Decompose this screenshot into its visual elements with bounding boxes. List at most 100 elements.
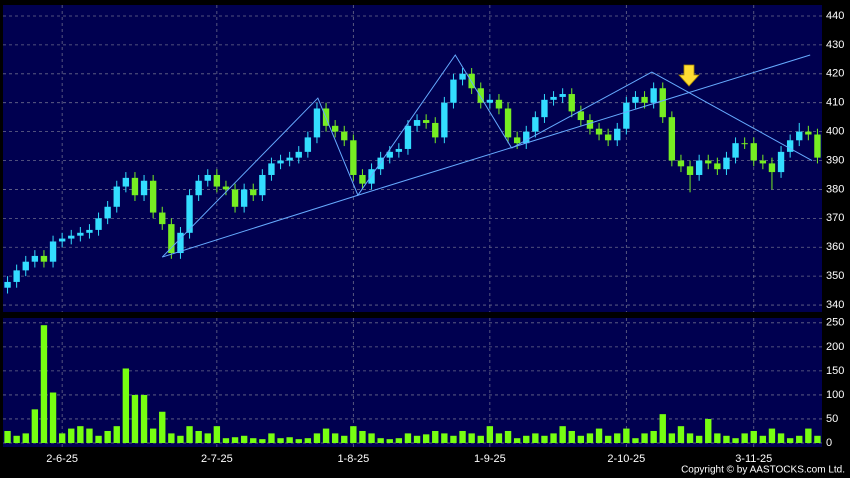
- arrow: [678, 64, 700, 87]
- volume-bar: [40, 325, 48, 443]
- volume-bar: [231, 437, 239, 443]
- candle-body: [331, 125, 339, 132]
- candle-body: [295, 151, 302, 158]
- volume-bar: [577, 435, 585, 443]
- candle-body: [550, 96, 557, 100]
- volume-bar: [58, 433, 66, 443]
- candle-body: [350, 140, 357, 175]
- volume-bar: [186, 426, 193, 443]
- volume-bar: [359, 430, 366, 443]
- volume-bar: [213, 426, 221, 443]
- candle-body: [796, 131, 803, 141]
- volume-bar: [623, 428, 630, 443]
- volume-bar: [523, 435, 530, 443]
- candle-body: [741, 143, 748, 145]
- candle-body: [604, 134, 612, 141]
- volume-bar: [277, 438, 284, 443]
- volume-bar: [195, 430, 202, 443]
- volume-bar: [786, 438, 794, 443]
- candle-body: [441, 102, 448, 138]
- volume-bar: [595, 428, 603, 443]
- candle-body: [268, 163, 275, 175]
- copyright: Copyright © by AASTOCKS.com Ltd.: [681, 465, 845, 476]
- candle-body: [413, 120, 421, 126]
- y-tick-label: 440: [826, 10, 844, 22]
- volume-bar: [586, 433, 594, 443]
- volume-bar: [422, 434, 430, 443]
- volume-bar: [368, 433, 375, 443]
- candle-body: [486, 99, 494, 103]
- candle-body: [432, 122, 439, 138]
- volume-bar: [304, 438, 312, 443]
- volume-bar: [31, 409, 39, 443]
- candle-body: [623, 102, 630, 129]
- volume-bar: [331, 433, 339, 443]
- volume-bar: [377, 438, 384, 443]
- volume-bar: [495, 433, 503, 443]
- volume-bar: [705, 418, 712, 443]
- volume-bar: [814, 435, 821, 443]
- candle-body: [477, 88, 484, 103]
- candle-body: [68, 235, 75, 239]
- candle-body: [659, 88, 666, 118]
- y-tick-label: 410: [826, 97, 844, 109]
- volume-bar: [686, 433, 694, 443]
- candle-body: [95, 218, 102, 230]
- volume-bar: [386, 439, 393, 443]
- candle-body: [277, 160, 284, 164]
- volume-tick-label: 150: [826, 365, 844, 377]
- volume-tick-label: 250: [826, 317, 844, 329]
- candle-body: [422, 120, 430, 123]
- volume-bar: [250, 438, 257, 443]
- candle-body: [677, 160, 685, 167]
- volume-bar: [104, 430, 111, 443]
- candle-body: [240, 189, 248, 207]
- volume-bar: [723, 435, 730, 443]
- candle-body: [595, 128, 603, 135]
- volume-bar: [668, 433, 676, 443]
- candle-body: [714, 163, 721, 170]
- volume-bar: [113, 426, 120, 443]
- candle-body: [404, 125, 412, 149]
- candle-body: [495, 99, 503, 109]
- volume-bar: [350, 426, 357, 443]
- volume-bar: [268, 433, 275, 443]
- candle-body: [513, 137, 521, 144]
- volume-bar: [541, 435, 548, 443]
- volume-bar: [477, 435, 484, 443]
- candle-body: [468, 73, 475, 89]
- volume-bar: [313, 433, 321, 443]
- y-tick-label: 360: [826, 241, 844, 253]
- candle-body: [650, 88, 657, 103]
- candle-body: [140, 180, 148, 196]
- volume-bar: [614, 433, 621, 443]
- candle-body: [386, 151, 393, 158]
- volume-bar: [95, 435, 102, 443]
- volume-bar: [322, 428, 330, 443]
- volume-bar: [695, 435, 703, 443]
- volume-bar: [204, 433, 211, 443]
- x-tick-label: 2-7-25: [201, 453, 233, 465]
- volume-bar: [459, 430, 466, 443]
- candle-body: [814, 134, 821, 158]
- volume-tick-label: 100: [826, 389, 844, 401]
- volume-bar: [286, 437, 293, 443]
- volume-bar: [395, 438, 403, 443]
- candle-body: [77, 232, 84, 236]
- volume-bar: [222, 438, 230, 443]
- volume-bar: [68, 428, 75, 443]
- y-tick-label: 420: [826, 68, 844, 80]
- trendline: [162, 54, 811, 258]
- candle-body: [686, 166, 694, 175]
- candle-body: [559, 94, 566, 97]
- volume-bar: [450, 435, 457, 443]
- candle-body: [568, 94, 575, 112]
- volume-bar: [404, 433, 412, 443]
- x-tick-label: 3-11-25: [735, 453, 772, 465]
- volume-bar: [295, 439, 302, 443]
- volume-bar: [650, 430, 657, 443]
- price-panel: [3, 5, 822, 312]
- volume-tick-label: 200: [826, 341, 844, 353]
- volume-panel: [3, 318, 822, 447]
